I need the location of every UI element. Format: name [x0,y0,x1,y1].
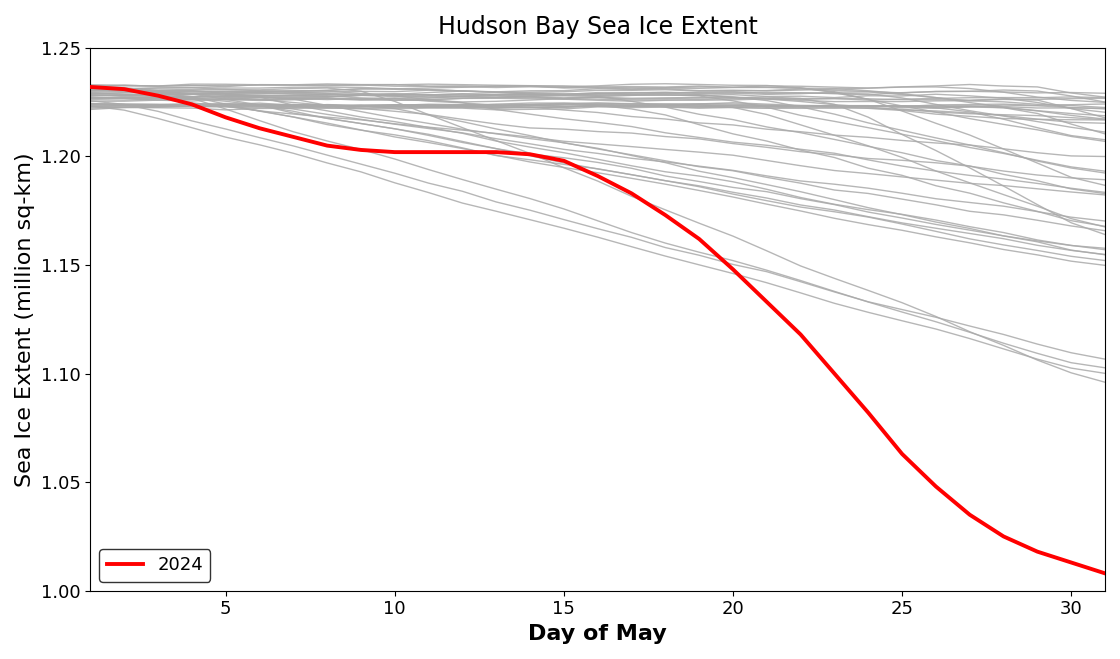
2024 [828,370,841,378]
2024 [220,113,233,121]
Title: Hudson Bay Sea Ice Extent: Hudson Bay Sea Ice Extent [438,15,757,39]
2024 [760,298,774,306]
2024 [659,211,672,219]
2024 [185,100,198,108]
2024 [794,331,808,339]
2024 [591,172,605,180]
X-axis label: Day of May: Day of May [529,624,668,644]
2024 [895,450,908,458]
2024 [930,482,943,490]
2024 [557,157,570,165]
2024 [963,511,977,519]
2024 [523,150,536,158]
2024 [861,409,875,416]
2024 [84,83,97,91]
2024 [489,148,503,156]
2024 [625,189,638,197]
2024 [287,133,300,141]
2024 [388,148,401,156]
2024 [151,92,165,100]
2024 [456,148,469,156]
2024 [726,266,739,273]
Line: 2024: 2024 [91,87,1105,573]
2024 [422,148,436,156]
2024 [253,125,267,132]
2024 [1064,559,1077,567]
Y-axis label: Sea Ice Extent (million sq-km): Sea Ice Extent (million sq-km) [15,152,35,486]
2024 [997,532,1010,540]
2024 [118,85,131,93]
Legend: 2024: 2024 [100,549,211,582]
2024 [692,235,706,243]
2024 [1030,548,1044,556]
2024 [354,146,367,154]
2024 [1099,569,1112,577]
2024 [320,142,334,150]
